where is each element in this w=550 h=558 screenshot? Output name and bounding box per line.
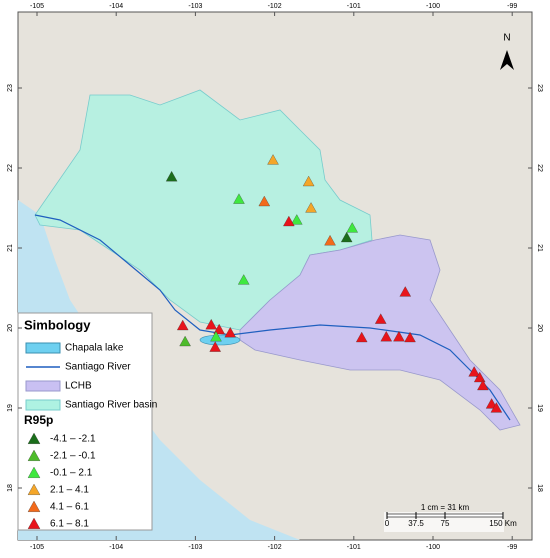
lon-label: -103 <box>188 3 202 10</box>
lat-label: 20 <box>536 324 543 332</box>
lat-label: 20 <box>7 324 14 332</box>
scale-label: 37.5 <box>408 519 424 528</box>
station-marker <box>305 202 317 213</box>
lat-label: 18 <box>536 484 543 492</box>
station-marker <box>477 379 489 391</box>
lon-label: -100 <box>426 3 440 10</box>
lon-label: -99 <box>507 3 517 10</box>
legend-label: -2.1 – -0.1 <box>50 451 96 462</box>
station-marker <box>205 318 217 330</box>
lon-label: -104 <box>109 544 123 551</box>
legend-label: Chapala lake <box>65 343 124 354</box>
legend-index-title: R95p <box>24 413 53 427</box>
legend-swatch <box>25 342 61 354</box>
station-marker <box>210 330 222 342</box>
legend-label: -4.1 – -2.1 <box>50 434 96 445</box>
station-marker <box>267 154 279 165</box>
station-marker <box>237 274 250 285</box>
legend-label: -0.1 – 2.1 <box>50 468 93 479</box>
santiago-river <box>34 214 511 421</box>
north-arrow: N <box>500 33 514 70</box>
lon-label: -105 <box>30 3 44 10</box>
scale-text: 1 cm = 31 km <box>421 503 470 512</box>
station-marker <box>399 286 412 297</box>
legend-marker <box>27 449 41 461</box>
station-marker <box>233 193 245 204</box>
station-marker <box>324 234 336 246</box>
legend-label: 6.1 – 8.1 <box>50 519 89 530</box>
legend-label: 2.1 – 4.1 <box>50 485 89 496</box>
station-marker <box>473 371 486 383</box>
station-marker <box>179 335 191 347</box>
station-marker <box>258 195 271 207</box>
legend-label: LCHB <box>65 381 92 392</box>
station-marker <box>291 214 303 225</box>
legend-marker <box>27 466 41 478</box>
legend-swatch <box>25 380 61 392</box>
lchb-basin <box>239 234 521 431</box>
lat-label: 23 <box>536 84 543 92</box>
lon-label: -105 <box>30 544 44 551</box>
station-marker <box>374 313 387 324</box>
lon-label: -99 <box>507 544 517 551</box>
lon-label: -101 <box>347 544 361 551</box>
station-marker <box>165 170 178 182</box>
station-marker <box>346 222 358 233</box>
lon-label: -101 <box>347 3 361 10</box>
santiago-basin <box>34 89 373 331</box>
lat-label: 22 <box>7 164 14 172</box>
lat-label: 19 <box>536 404 543 412</box>
lat-label: 22 <box>536 164 543 172</box>
lon-label: -100 <box>426 544 440 551</box>
lon-label: -103 <box>188 544 202 551</box>
station-marker <box>404 331 416 343</box>
station-marker <box>468 366 480 377</box>
station-marker <box>213 323 225 335</box>
station-marker <box>283 215 295 227</box>
scale-label: 0 <box>385 519 390 528</box>
scale-label: 75 <box>441 519 450 528</box>
station-marker <box>176 319 189 331</box>
legend-marker <box>27 432 41 444</box>
station-marker <box>490 402 503 413</box>
station-marker <box>302 175 315 187</box>
legend-label: Santiago River <box>65 362 131 373</box>
legend-title: Simbology <box>24 317 91 332</box>
lat-label: 21 <box>7 244 14 252</box>
station-marker <box>340 231 353 243</box>
station-marker <box>355 331 368 343</box>
station-marker <box>209 341 221 352</box>
lat-label: 23 <box>7 84 14 92</box>
legend-marker <box>27 483 41 495</box>
lon-label: -102 <box>268 3 282 10</box>
station-marker <box>393 330 405 342</box>
lon-label: -104 <box>109 3 123 10</box>
lat-label: 19 <box>7 404 14 412</box>
north-label: N <box>503 33 510 44</box>
lat-label: 21 <box>536 244 543 252</box>
legend-label: Santiago River basin <box>65 400 157 411</box>
overlay: -105 -105 -104 -104 -103 -103 -102 -102 -101 -101… <box>7 3 543 551</box>
legend-marker <box>27 517 41 529</box>
legend-marker <box>27 500 41 512</box>
legend-swatch <box>25 399 61 411</box>
station-marker <box>224 326 237 338</box>
lat-label: 18 <box>7 484 14 492</box>
lon-label: -102 <box>268 544 282 551</box>
station-marker <box>380 330 393 342</box>
legend-label: 4.1 – 6.1 <box>50 502 89 513</box>
scale-label: 150 Km <box>489 519 517 528</box>
